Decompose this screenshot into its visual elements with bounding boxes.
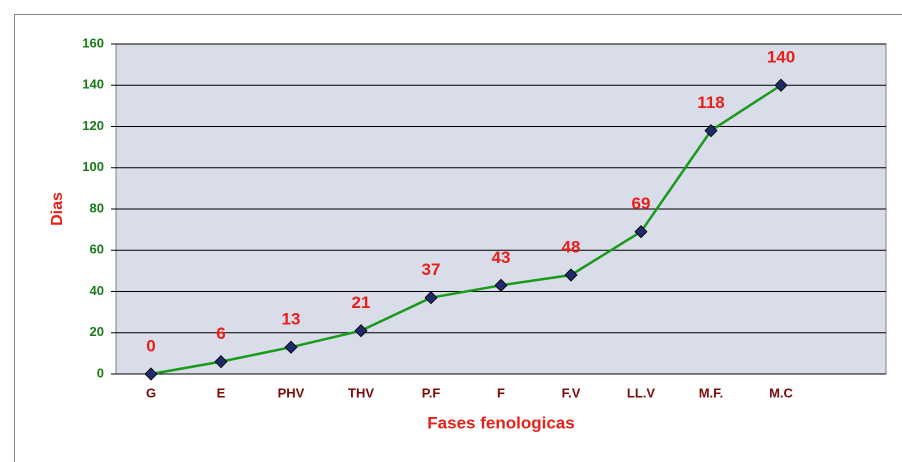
data-point (564, 268, 578, 282)
y-tick-label: 60 (90, 242, 104, 257)
data-label: 37 (422, 260, 441, 279)
x-tick-label: E (217, 385, 226, 400)
x-tick-label: P.F (422, 385, 441, 400)
y-tick-label: 160 (82, 35, 104, 50)
y-tick-label: 20 (90, 324, 104, 339)
data-label: 48 (562, 237, 581, 256)
data-label: 6 (216, 324, 225, 343)
data-label: 118 (697, 93, 724, 112)
data-point (354, 324, 368, 338)
data-point (424, 291, 438, 305)
x-tick-label: LL.V (627, 385, 655, 400)
x-tick-label: F.V (562, 385, 581, 400)
x-tick-label: M.F. (699, 385, 724, 400)
x-tick-label: G (146, 385, 156, 400)
data-label: 140 (767, 48, 795, 67)
data-point (214, 355, 228, 369)
data-point (774, 78, 788, 92)
data-label: 21 (352, 293, 371, 312)
data-label: 43 (492, 248, 511, 267)
data-label: 13 (282, 310, 301, 329)
y-axis-label: Dias (49, 192, 66, 226)
x-axis-label: Fases fenologicas (427, 413, 574, 432)
y-tick-label: 100 (82, 159, 104, 174)
data-label: 69 (632, 194, 651, 213)
data-line (150, 84, 782, 376)
y-tick-label: 120 (82, 118, 104, 133)
x-tick-label: M.C (769, 385, 793, 400)
x-tick-label: F (497, 385, 505, 400)
data-label: 0 (146, 336, 155, 355)
data-point (634, 225, 648, 239)
y-tick-label: 80 (90, 200, 104, 215)
y-tick-label: 0 (97, 365, 104, 380)
data-point (704, 124, 718, 138)
data-point (284, 340, 298, 354)
x-tick-label: PHV (278, 385, 305, 400)
data-point (494, 278, 508, 292)
y-tick-label: 140 (82, 77, 104, 92)
y-tick-label: 40 (90, 283, 104, 298)
data-point (144, 367, 158, 381)
x-tick-label: THV (348, 385, 374, 400)
